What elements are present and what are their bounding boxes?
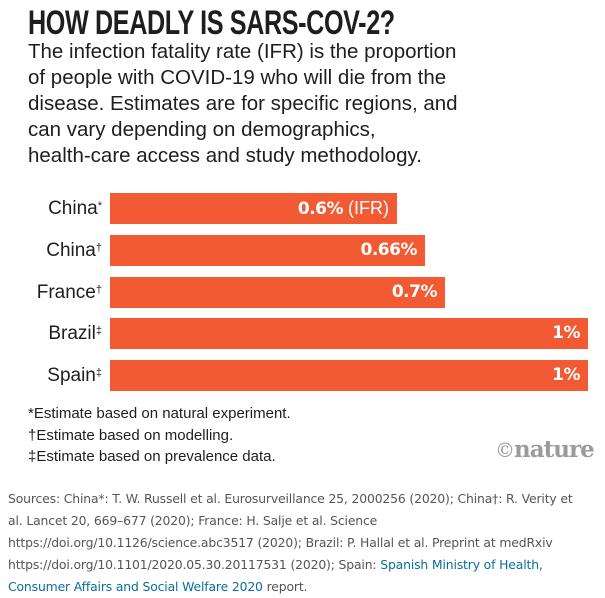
chart-subtitle: The infection fatality rate (IFR) is the… xyxy=(28,39,458,169)
footnote: †Estimate based on modelling. xyxy=(28,426,234,444)
subtitle-line: health-care access and study methodology… xyxy=(28,144,422,167)
bar: 0.66% xyxy=(110,235,425,266)
bar-row: Spain‡ 1% xyxy=(0,360,605,391)
category-name: France xyxy=(36,282,96,303)
value-label: 0.6% (IFR) xyxy=(298,193,389,224)
category-name: China xyxy=(48,198,98,219)
bar-row: Brazil‡ 1% xyxy=(0,318,605,349)
category-name: China xyxy=(46,240,96,261)
category-footnote-mark: ‡ xyxy=(95,367,102,379)
footnote: ‡Estimate based on prevalence data. xyxy=(28,448,276,465)
sources-line: Consumer Affairs and Social Welfare 2020… xyxy=(8,576,573,598)
bar-row: China* 0.6% (IFR) xyxy=(0,193,605,224)
chart-title: HOW DEADLY IS SARS-COV-2? xyxy=(28,4,395,42)
sources-line: Sources: China*: T. W. Russell et al. Eu… xyxy=(8,491,573,506)
category-footnote-mark: † xyxy=(95,284,102,296)
sources: Sources: China*: T. W. Russell et al. Eu… xyxy=(8,488,573,598)
copyright-symbol: © xyxy=(495,438,515,462)
category-label: Brazil‡ xyxy=(48,318,102,349)
value-suffix: (IFR) xyxy=(343,198,389,218)
nature-logo: ©nature xyxy=(495,436,595,463)
category-footnote-mark: † xyxy=(95,242,102,254)
sources-line: https://doi.org/10.1126/science.abc3517 … xyxy=(8,535,553,550)
subtitle-line: The infection fatality rate (IFR) is the… xyxy=(28,40,457,63)
spain-source-link[interactable]: Spanish Ministry of Health, xyxy=(380,557,543,572)
spain-source-link-continued[interactable]: Consumer Affairs and Social Welfare 2020 xyxy=(8,579,263,594)
bar-row: France† 0.7% xyxy=(0,277,605,308)
footnotes: *Estimate based on natural experiment. †… xyxy=(28,403,291,468)
category-name: Spain xyxy=(47,365,96,386)
subtitle-line: of people with COVID-19 who will die fro… xyxy=(28,66,447,89)
bar: 0.6% (IFR) xyxy=(110,193,397,224)
bar: 1% xyxy=(110,318,588,349)
footnote: *Estimate based on natural experiment. xyxy=(28,405,291,422)
bar: 1% xyxy=(110,360,588,391)
value-text: 0.7% xyxy=(391,282,438,302)
value-text: 1% xyxy=(552,365,580,385)
sources-line: al. Lancet 20, 669–677 (2020); France: H… xyxy=(8,513,378,528)
category-label: France† xyxy=(37,277,102,308)
category-footnote-mark: * xyxy=(97,200,102,212)
value-label: 1% xyxy=(552,360,580,391)
category-footnote-mark: ‡ xyxy=(95,325,102,337)
bar-chart: China* 0.6% (IFR) China† 0.66% France† 0.7% Br… xyxy=(0,185,605,400)
value-text: 0.6% xyxy=(297,199,344,219)
value-label: 0.66% xyxy=(360,235,418,266)
sources-line: https://doi.org/10.1101/2020.05.30.20117… xyxy=(8,554,573,576)
logo-text: nature xyxy=(514,436,595,463)
subtitle-line: can vary depending on demographics, xyxy=(28,118,376,141)
sources-text: report. xyxy=(262,579,308,594)
category-label: Spain‡ xyxy=(47,360,102,391)
sources-text: https://doi.org/10.1101/2020.05.30.20117… xyxy=(8,557,381,572)
category-name: Brazil xyxy=(48,323,96,344)
category-label: China* xyxy=(48,193,102,224)
bar: 0.7% xyxy=(110,277,445,308)
value-label: 1% xyxy=(552,318,580,349)
bar-row: China† 0.66% xyxy=(0,235,605,266)
value-label: 0.7% xyxy=(391,277,438,308)
category-label: China† xyxy=(46,235,102,266)
subtitle-line: disease. Estimates are for specific regi… xyxy=(28,92,458,115)
value-text: 0.66% xyxy=(360,240,418,260)
value-text: 1% xyxy=(552,323,580,343)
